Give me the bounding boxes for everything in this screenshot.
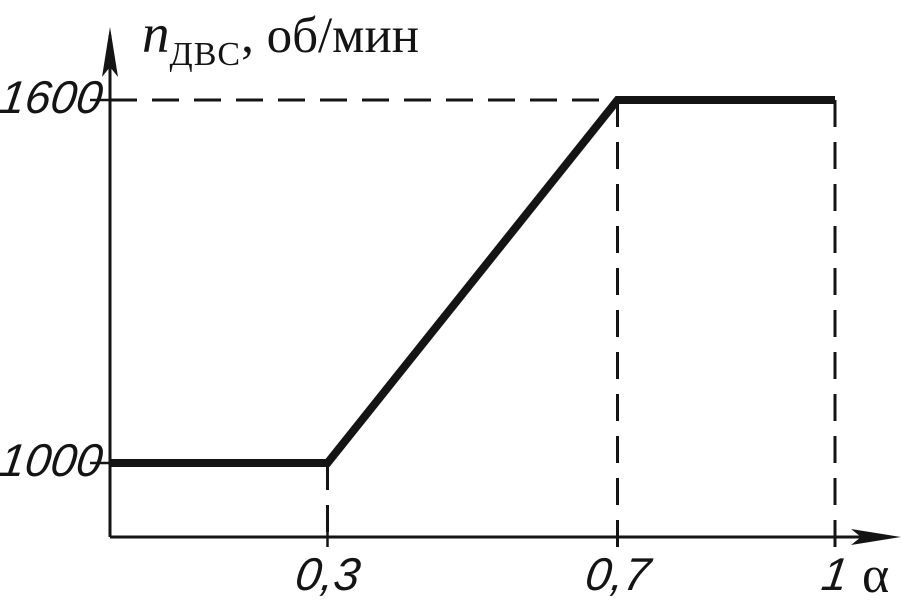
x-axis-arrow-icon (851, 529, 901, 545)
x-axis-symbol: α (862, 547, 890, 604)
y-axis-title: nДВС, об/мин (142, 2, 419, 74)
x-tick-label: 0,7 (581, 548, 654, 600)
x-tick-label: 0,3 (291, 548, 364, 600)
y-axis-units: , об/мин (241, 8, 420, 64)
engine-speed-curve (110, 96, 835, 467)
y-axis-arrow-icon (102, 27, 118, 77)
y-axis-variable: n (142, 3, 170, 64)
y-tick-label: 1600 (0, 71, 107, 123)
y-axis-subscript: ДВС (169, 36, 242, 73)
y-tick-label: 1000 (0, 434, 107, 486)
